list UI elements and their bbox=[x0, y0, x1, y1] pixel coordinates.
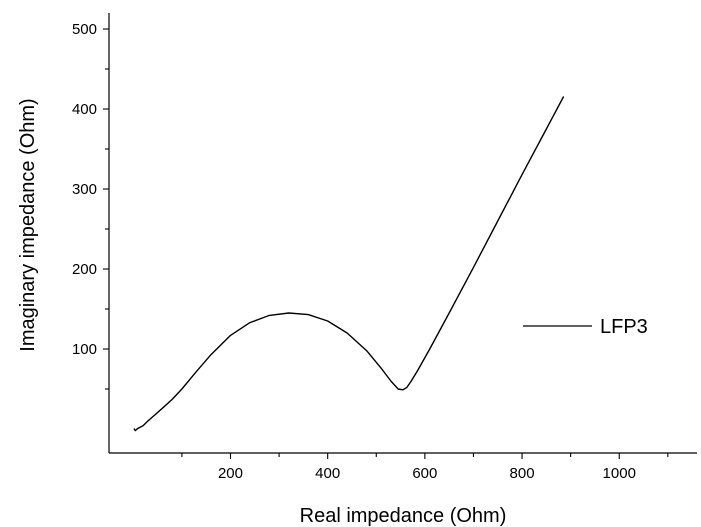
x-tick-label: 400 bbox=[315, 465, 340, 482]
legend-label-lfp3: LFP3 bbox=[600, 316, 648, 338]
y-axis-ticks: 100 200 300 400 500 bbox=[72, 21, 109, 390]
plot-area: 200 400 600 800 1000 100 200 300 400 500 bbox=[72, 13, 697, 482]
y-axis-title: Imaginary impedance (Ohm) bbox=[17, 98, 39, 351]
series-line-lfp3 bbox=[133, 96, 565, 432]
y-tick-label: 200 bbox=[72, 261, 97, 278]
y-tick-label: 300 bbox=[72, 181, 97, 198]
x-axis-ticks: 200 400 600 800 1000 bbox=[181, 453, 669, 482]
legend: LFP3 bbox=[523, 316, 648, 338]
x-tick-label: 200 bbox=[218, 465, 243, 482]
x-tick-label: 800 bbox=[510, 465, 535, 482]
y-tick-label: 400 bbox=[72, 101, 97, 118]
x-axis-title: Real impedance (Ohm) bbox=[300, 505, 507, 527]
y-tick-label: 100 bbox=[72, 341, 97, 358]
x-tick-label: 600 bbox=[412, 465, 437, 482]
y-tick-label: 500 bbox=[72, 21, 97, 38]
x-tick-label: 1000 bbox=[603, 465, 636, 482]
